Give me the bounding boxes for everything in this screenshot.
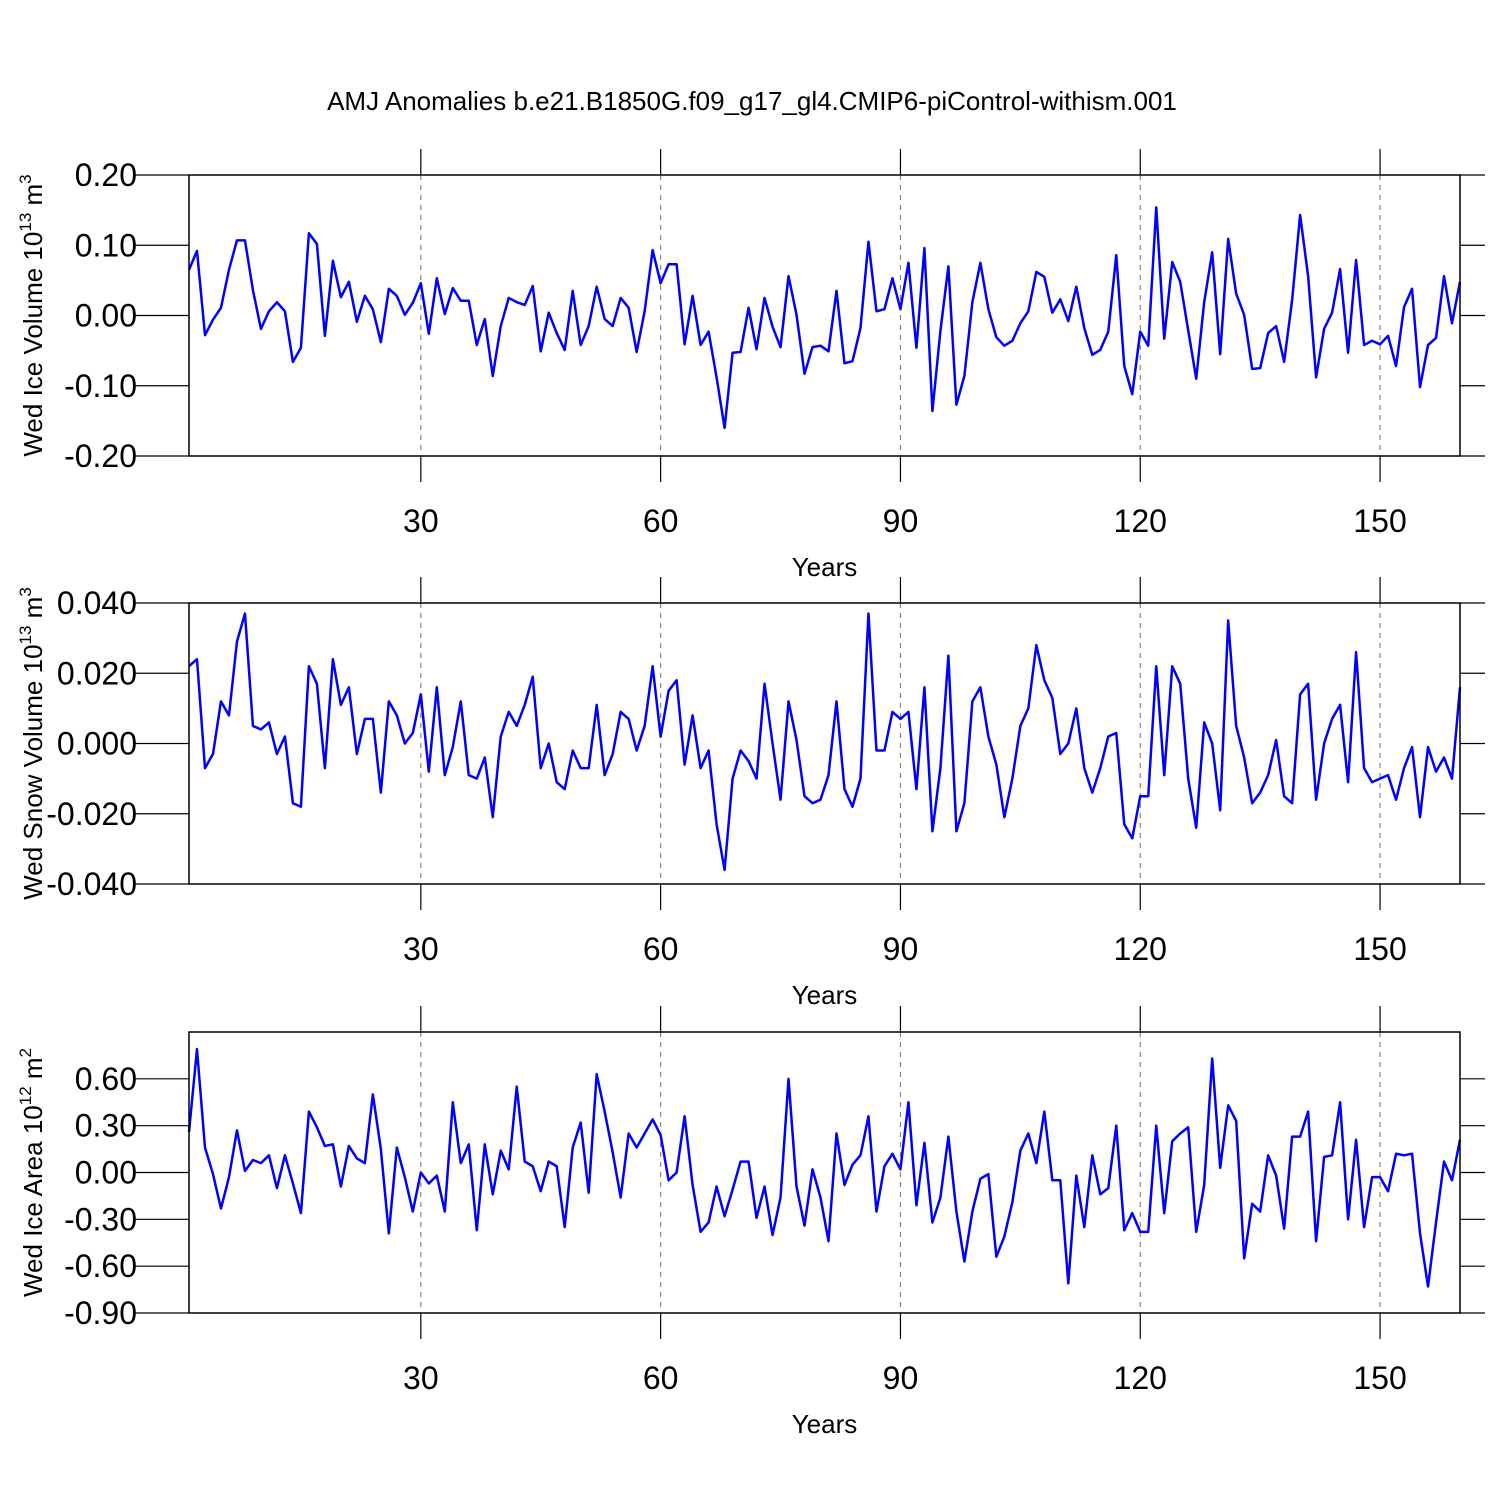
- y-axis-title: Wed Snow Volume 1013 m3: [16, 587, 48, 900]
- data-line: [187, 206, 1462, 430]
- x-tick-label: 120: [1114, 1360, 1167, 1396]
- x-tick-label: 30: [403, 931, 439, 967]
- y-axis-title-part: Wed Ice Area 10: [18, 1105, 48, 1297]
- x-axis-title: Years: [792, 1409, 858, 1439]
- y-tick-label: -0.10: [64, 368, 137, 404]
- x-tick-label: 150: [1353, 1360, 1406, 1396]
- x-tick-label: 90: [883, 1360, 919, 1396]
- y-axis-title-exponent: 12: [16, 1086, 35, 1105]
- x-tick-label: 150: [1353, 931, 1406, 967]
- y-axis-title-part: m: [18, 184, 48, 213]
- x-tick-label: 30: [403, 1360, 439, 1396]
- y-axis-title-part: Wed Snow Volume 10: [18, 644, 48, 899]
- x-axis-title: Years: [792, 552, 858, 582]
- y-tick-label: 0.20: [75, 157, 137, 193]
- y-tick-label: 0.00: [75, 1155, 137, 1191]
- y-tick-label: -0.040: [46, 866, 137, 902]
- y-tick-label: 0.60: [75, 1061, 137, 1097]
- y-tick-label: 0.30: [75, 1108, 137, 1144]
- y-tick-label: -0.020: [46, 796, 137, 832]
- y-tick-label: 0.040: [57, 585, 137, 621]
- x-tick-label: 120: [1114, 931, 1167, 967]
- y-tick-label: -0.90: [64, 1295, 137, 1331]
- x-tick-label: 30: [403, 503, 439, 539]
- y-axis-title: Wed Ice Area 1012 m2: [16, 1048, 48, 1297]
- x-axis-title: Years: [792, 980, 858, 1010]
- x-tick-label: 90: [883, 931, 919, 967]
- data-line: [187, 1047, 1462, 1288]
- y-axis-title-exponent: 13: [16, 626, 35, 645]
- x-tick-label: 120: [1114, 503, 1167, 539]
- y-axis-title-part: Wed Ice Volume 10: [18, 232, 48, 457]
- y-tick-label: -0.60: [64, 1248, 137, 1284]
- y-axis-title-exponent: 3: [16, 587, 35, 596]
- plot-frame: [188, 1031, 1461, 1314]
- y-tick-label: 0.00: [75, 298, 137, 334]
- y-tick-label: -0.30: [64, 1201, 137, 1237]
- y-tick-label: 0.020: [57, 655, 137, 691]
- plot-frame: [188, 602, 1461, 885]
- y-axis-title-part: m: [18, 597, 48, 626]
- plot-frame: [188, 174, 1461, 457]
- x-tick-label: 60: [643, 1360, 679, 1396]
- x-tick-label: 60: [643, 931, 679, 967]
- y-tick-label: 0.000: [57, 726, 137, 762]
- y-axis-title-exponent: 3: [16, 174, 35, 183]
- y-tick-label: 0.10: [75, 227, 137, 263]
- x-tick-label: 150: [1353, 503, 1406, 539]
- y-axis-title-part: m: [18, 1057, 48, 1086]
- y-axis-title-exponent: 13: [16, 213, 35, 232]
- figure-title: AMJ Anomalies b.e21.B1850G.f09_g17_gl4.C…: [327, 86, 1177, 116]
- data-line: [188, 612, 1462, 872]
- y-tick-label: -0.20: [64, 438, 137, 474]
- x-tick-label: 90: [883, 503, 919, 539]
- y-axis-title-exponent: 2: [16, 1048, 35, 1057]
- x-tick-label: 60: [643, 503, 679, 539]
- y-axis-title: Wed Ice Volume 1013 m3: [16, 174, 48, 456]
